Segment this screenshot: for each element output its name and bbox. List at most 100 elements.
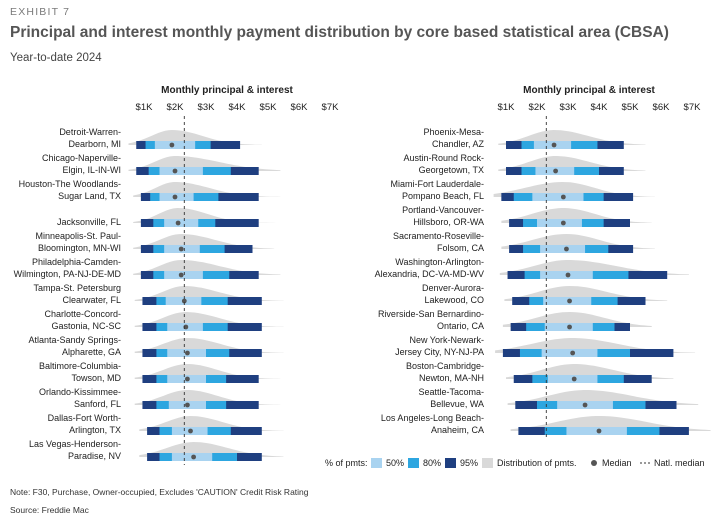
- cbsa-label-line2: Anaheim, CA: [431, 425, 484, 435]
- legend-label-distribution: Distribution of pmts.: [497, 458, 577, 468]
- cbsa-label-line2: Clearwater, FL: [62, 295, 121, 305]
- median-dot: [181, 298, 187, 304]
- cbsa-label-line1: Denver-Aurora-: [422, 283, 484, 293]
- median-dot: [178, 272, 184, 278]
- legend-label-median: Median: [602, 458, 632, 468]
- median-dot: [582, 402, 588, 408]
- median-dot: [565, 272, 571, 278]
- median-dot: [567, 324, 572, 330]
- median-dot: [553, 168, 558, 174]
- cbsa-label-line1: Tampa-St. Petersburg: [33, 283, 121, 293]
- median-dot: [551, 142, 557, 148]
- cbsa-label-line2: Wilmington, PA-NJ-DE-MD: [14, 269, 122, 279]
- tick-label: $7K: [322, 102, 340, 113]
- median-dot: [169, 142, 175, 148]
- legend-swatch-p95: [445, 458, 456, 468]
- chart-title: Principal and interest monthly payment d…: [10, 24, 669, 41]
- median-dot: [191, 454, 197, 460]
- legend-median-dot: [591, 460, 597, 466]
- band-50: [540, 245, 586, 253]
- cbsa-label-line1: New York-Newark-: [409, 335, 484, 345]
- tick-label: $4K: [591, 102, 609, 113]
- cbsa-label-line1: Riverside-San Bernardino-: [378, 309, 484, 319]
- cbsa-label-line2: Bellevue, WA: [430, 399, 484, 409]
- cbsa-label-line1: Detroit-Warren-: [59, 127, 121, 137]
- cbsa-label-line2: Jersey City, NY-NJ-PA: [395, 347, 484, 357]
- band-50: [541, 349, 598, 357]
- median-dot: [596, 428, 602, 434]
- chart-subtitle: Year-to-date 2024: [10, 52, 102, 64]
- median-dot: [567, 298, 572, 304]
- median-dot: [185, 376, 190, 382]
- cbsa-label-line1: Baltimore-Columbia-: [39, 361, 121, 371]
- median-dot: [564, 246, 569, 252]
- cbsa-label-line1: Portland-Vancouver-: [402, 205, 484, 215]
- median-dot: [178, 246, 184, 252]
- median-dot: [571, 376, 577, 382]
- tick-label: $6K: [291, 102, 309, 113]
- cbsa-label-line1: Charlotte-Concord-: [44, 309, 121, 319]
- band-50: [159, 167, 203, 175]
- axis-title: Monthly principal & interest: [523, 85, 655, 96]
- tick-label: $3K: [560, 102, 578, 113]
- cbsa-label-line2: Chandler, AZ: [432, 139, 485, 149]
- exhibit-label: EXHIBIT 7: [10, 6, 71, 18]
- tick-label: $2K: [167, 102, 185, 113]
- legend-label-p95: 95%: [460, 458, 478, 468]
- cbsa-label-line2: Sanford, FL: [74, 399, 121, 409]
- cbsa-label-line1: Minneapolis-St. Paul-: [35, 231, 121, 241]
- median-dot: [570, 350, 576, 356]
- cbsa-label-line2: Pompano Beach, FL: [402, 191, 484, 201]
- cbsa-label-line1: Austin-Round Rock-: [403, 153, 484, 163]
- cbsa-label-line2: Bloomington, MN-WI: [38, 243, 121, 253]
- footnote: Note: F30, Purchase, Owner-occupied, Exc…: [10, 487, 309, 497]
- tick-label: $5K: [622, 102, 640, 113]
- cbsa-label-line2: Hillsboro, OR-WA: [413, 217, 484, 227]
- tick-label: $5K: [260, 102, 278, 113]
- tick-label: $3K: [198, 102, 216, 113]
- median-dot: [185, 402, 190, 408]
- tick-label: $2K: [529, 102, 547, 113]
- source-note: Source: Freddie Mac: [10, 505, 89, 515]
- median-dot: [172, 168, 178, 174]
- cbsa-label-line2: Dearborn, MI: [68, 139, 121, 149]
- legend-swatch-distribution: [482, 458, 493, 468]
- cbsa-label-line2: Arlington, TX: [69, 425, 121, 435]
- cbsa-label-line1: Phoenix-Mesa-: [423, 127, 484, 137]
- cbsa-label-line1: Las Vegas-Henderson-: [29, 439, 121, 449]
- cbsa-label-line1: Dallas-Fort Worth-: [48, 413, 121, 423]
- cbsa-label-line2: Alpharette, GA: [62, 347, 121, 357]
- distribution-chart: Monthly principal & interest $1K $2K $3K $4K…: [14, 85, 711, 468]
- median-dot: [175, 220, 181, 226]
- legend-label-natl-median: Natl. median: [654, 458, 705, 468]
- cbsa-label-line1: Miami-Fort Lauderdale-: [390, 179, 484, 189]
- cbsa-label-line1: Orlando-Kissimmee-: [39, 387, 121, 397]
- cbsa-label-line1: Houston-The Woodlands-: [19, 179, 121, 189]
- cbsa-label-line2: Jacksonville, FL: [57, 217, 121, 227]
- cbsa-label-line2: Sugar Land, TX: [58, 191, 121, 201]
- cbsa-label-line1: Los Angeles-Long Beach-: [381, 413, 484, 423]
- cbsa-label-line2: Gastonia, NC-SC: [51, 321, 121, 331]
- cbsa-label-line1: Washington-Arlington-: [395, 257, 484, 267]
- cbsa-label-line1: Philadelphia-Camden-: [32, 257, 121, 267]
- tick-label: $1K: [498, 102, 516, 113]
- band-50: [532, 193, 584, 201]
- legend-swatch-p50: [371, 458, 382, 468]
- axis-title: Monthly principal & interest: [161, 85, 293, 96]
- median-dot: [560, 220, 566, 226]
- tick-label: $6K: [653, 102, 671, 113]
- legend-label-p80: 80%: [423, 458, 441, 468]
- band-50: [154, 141, 196, 149]
- median-dot: [172, 194, 178, 200]
- legend-swatch-p80: [408, 458, 419, 468]
- median-dot: [188, 428, 193, 434]
- legend-label-p50: 50%: [386, 458, 404, 468]
- legend-prefix: % of pmts:: [325, 458, 368, 468]
- cbsa-label-line2: Lakewood, CO: [424, 295, 484, 305]
- cbsa-label-line2: Newton, MA-NH: [419, 373, 484, 383]
- band-50: [537, 219, 582, 227]
- cbsa-label-line2: Elgin, IL-IN-WI: [62, 165, 121, 175]
- cbsa-label-line2: Folsom, CA: [437, 243, 484, 253]
- cbsa-label-line1: Boston-Cambridge-: [406, 361, 484, 371]
- cbsa-label-line2: Georgetown, TX: [419, 165, 484, 175]
